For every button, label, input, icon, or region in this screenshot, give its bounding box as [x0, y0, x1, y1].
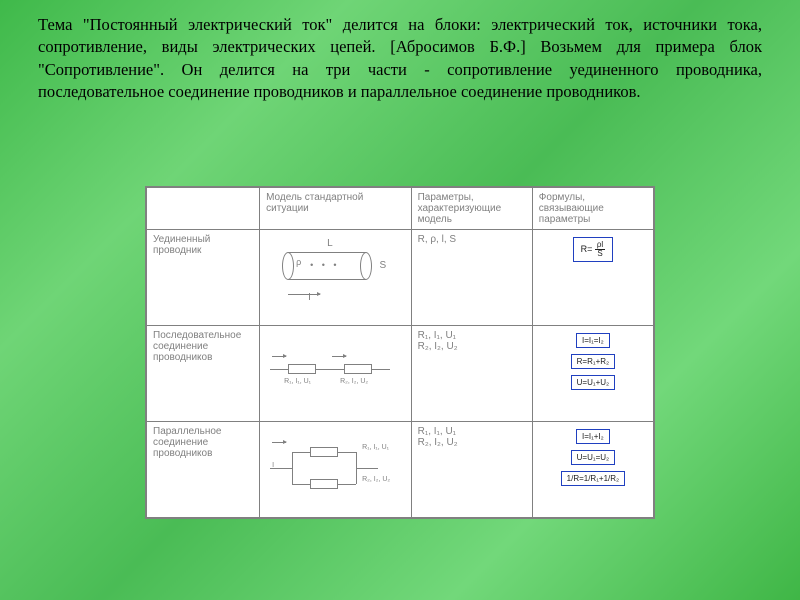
row3-params: R₁, I₁, U₁ R₂, I₂, U₂	[411, 422, 532, 518]
header-formulas: Формулы, связывающие параметры	[532, 188, 653, 230]
par-r2-label: R₂, I₂, U₂	[362, 476, 390, 483]
s-label: S	[379, 260, 386, 271]
row1-formulas: R= ρlS	[532, 230, 653, 326]
row3-label: Параллельное соединение проводников	[147, 422, 260, 518]
rho-label: ρ	[296, 257, 301, 267]
resistance-table: Модель стандартной ситуации Параметры, х…	[145, 186, 655, 519]
r1-label: R₁, I₁, U₁	[284, 378, 311, 385]
header-params: Параметры, характеризующие модель	[411, 188, 532, 230]
row1-label: Уединенный проводник	[147, 230, 260, 326]
row2-label: Последовательное соединение проводников	[147, 326, 260, 422]
par-r1-label: R₁, I₁, U₁	[362, 444, 389, 451]
row-series: Последовательное соединение проводников …	[147, 326, 654, 422]
intro-paragraph: Тема "Постоянный электрический ток" дели…	[38, 14, 762, 103]
header-row: Модель стандартной ситуации Параметры, х…	[147, 188, 654, 230]
row2-formulas: I=I₁=I₂ R=R₁+R₂ U=U₁+U₂	[532, 326, 653, 422]
formula-par-u: U=U₁=U₂	[571, 450, 615, 465]
row2-diagram: R₁, I₁, U₁ R₂, I₂, U₂	[260, 326, 411, 422]
i-label: I	[308, 292, 311, 303]
formula-par-r: 1/R=1/R₁+1/R₂	[561, 471, 626, 486]
formula-series-u: U=U₁+U₂	[571, 375, 615, 390]
parallel-circuit-icon: I R₁, I₁, U₁ R₂, I₂, U₂	[270, 440, 400, 500]
row-parallel: Параллельное соединение проводников I R₁…	[147, 422, 654, 518]
row1-diagram: ρ • • • L S I	[260, 230, 411, 326]
formula-r-rho-l-s: R= ρlS	[573, 237, 614, 262]
cylinder-icon: ρ • • • L S I	[282, 252, 372, 280]
row-single-conductor: Уединенный проводник ρ • • • L S I R, ρ,…	[147, 230, 654, 326]
row3-formulas: I=I₁+I₂ U=U₁=U₂ 1/R=1/R₁+1/R₂	[532, 422, 653, 518]
row2-params: R₁, I₁, U₁ R₂, I₂, U₂	[411, 326, 532, 422]
header-blank	[147, 188, 260, 230]
r2-label: R₂, I₂, U₂	[340, 378, 368, 385]
header-model: Модель стандартной ситуации	[260, 188, 411, 230]
formula-series-r: R=R₁+R₂	[571, 354, 615, 369]
series-circuit-icon: R₁, I₁, U₁ R₂, I₂, U₂	[270, 354, 400, 394]
row1-params: R, ρ, l, S	[411, 230, 532, 326]
row3-diagram: I R₁, I₁, U₁ R₂, I₂, U₂	[260, 422, 411, 518]
l-label: L	[327, 238, 333, 249]
formula-series-i: I=I₁=I₂	[576, 333, 610, 348]
formula-par-i: I=I₁+I₂	[576, 429, 610, 444]
